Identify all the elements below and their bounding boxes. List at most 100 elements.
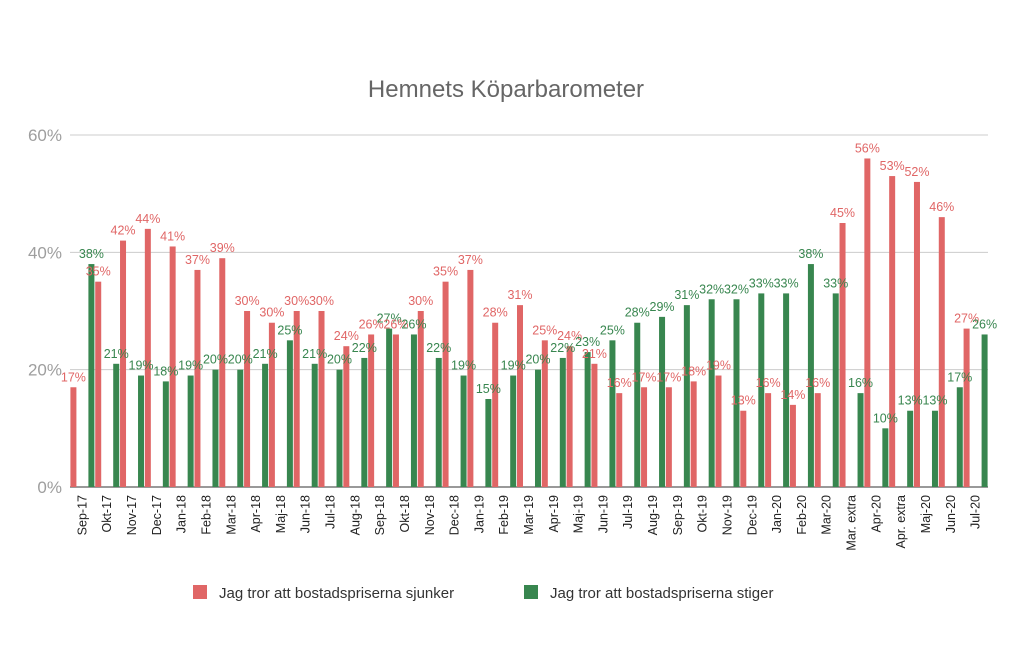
- bar-sjunker: [343, 346, 350, 487]
- data-label: 20%: [228, 353, 253, 367]
- bar-stiger: [113, 363, 120, 487]
- bar-stiger: [435, 357, 442, 487]
- data-label: 32%: [699, 282, 724, 296]
- data-label: 21%: [582, 347, 607, 361]
- data-label: 20%: [327, 353, 352, 367]
- data-label: 53%: [880, 159, 905, 173]
- bar-sjunker: [492, 322, 499, 487]
- bar-sjunker: [938, 217, 945, 487]
- data-label: 30%: [309, 294, 334, 308]
- x-tick-label: Okt-17: [100, 495, 114, 533]
- data-label: 16%: [756, 376, 781, 390]
- data-label: 39%: [210, 241, 235, 255]
- legend-item-sjunker[interactable]: Jag tror att bostadspriserna sjunker: [193, 585, 454, 602]
- x-tick-label: Sep-18: [373, 495, 387, 535]
- data-label: 23%: [575, 335, 600, 349]
- data-label: 27%: [954, 312, 979, 326]
- x-tick-label: Nov-18: [423, 495, 437, 535]
- x-tick-label: Dec-19: [745, 495, 759, 535]
- data-label: 26%: [359, 317, 384, 331]
- bar-stiger: [683, 305, 690, 487]
- bar-sjunker: [169, 246, 176, 487]
- data-label: 19%: [129, 359, 154, 373]
- data-label: 15%: [476, 382, 501, 396]
- data-label: 30%: [259, 306, 284, 320]
- x-tick-label: Mar-20: [820, 495, 834, 535]
- data-label: 22%: [550, 341, 575, 355]
- data-label: 24%: [557, 329, 582, 343]
- bar-sjunker: [70, 387, 77, 487]
- data-label: 17%: [632, 370, 657, 384]
- bar-stiger: [832, 293, 839, 487]
- x-tick-label: Mar. extra: [845, 495, 859, 551]
- x-axis: Sep-17 Okt-17 Nov-17 Dec-17 Jan-18 Feb-18 Mar-…: [75, 495, 982, 551]
- data-label: 13%: [731, 394, 756, 408]
- data-label: 29%: [650, 300, 675, 314]
- x-tick-label: Feb-18: [199, 495, 213, 535]
- legend-item-stiger[interactable]: Jag tror att bostadspriserna stiger: [524, 585, 773, 602]
- bar-stiger: [708, 299, 715, 487]
- bar-stiger: [584, 352, 591, 487]
- data-label: 30%: [408, 294, 433, 308]
- x-tick-label: Jan-18: [175, 495, 189, 533]
- x-tick-label: Jan-19: [472, 495, 486, 533]
- bar-stiger: [783, 293, 790, 487]
- data-label: 31%: [507, 288, 532, 302]
- bar-sjunker: [368, 334, 375, 487]
- y-axis: 0% 20% 40% 60%: [28, 126, 62, 497]
- bar-stiger: [758, 293, 765, 487]
- bar-sjunker: [566, 346, 573, 487]
- bar-stiger: [956, 387, 963, 487]
- bar-stiger: [88, 264, 95, 487]
- bar-sjunker: [963, 328, 970, 487]
- data-label: 18%: [681, 364, 706, 378]
- x-tick-label: Sep-19: [671, 495, 685, 535]
- data-labels: 17% 38% 35% 21% 42% 19% 44% 18% 41% 19% 37% 20% 39% 2…: [61, 141, 997, 425]
- data-label: 16%: [848, 376, 873, 390]
- data-label: 24%: [334, 329, 359, 343]
- data-label: 22%: [426, 341, 451, 355]
- bars: [70, 158, 988, 488]
- y-tick-label: 20%: [28, 361, 62, 380]
- data-label: 21%: [302, 347, 327, 361]
- bar-stiger: [485, 399, 492, 487]
- data-label: 25%: [277, 323, 302, 337]
- bar-stiger: [361, 357, 368, 487]
- bar-stiger: [659, 316, 666, 487]
- bar-sjunker: [715, 375, 722, 487]
- bar-sjunker: [517, 305, 523, 487]
- bar-stiger: [733, 299, 740, 487]
- bar-sjunker: [219, 258, 226, 487]
- x-tick-label: Dec-18: [448, 495, 462, 535]
- data-label: 28%: [625, 306, 650, 320]
- data-label: 38%: [79, 247, 104, 261]
- x-tick-label: Apr-19: [547, 495, 561, 533]
- data-label: 33%: [823, 276, 848, 290]
- x-tick-label: Feb-20: [795, 495, 809, 535]
- x-tick-label: Nov-17: [125, 495, 139, 535]
- legend-swatch-sjunker: [193, 585, 207, 599]
- x-tick-label: Jun-20: [944, 495, 958, 533]
- data-label: 38%: [798, 247, 823, 261]
- data-label: 44%: [135, 212, 160, 226]
- data-label: 21%: [104, 347, 129, 361]
- bar-stiger: [262, 363, 269, 487]
- bar-stiger: [609, 340, 616, 487]
- data-label: 16%: [607, 376, 632, 390]
- data-label: 52%: [904, 165, 929, 179]
- bar-stiger: [634, 322, 641, 487]
- y-tick-label: 60%: [28, 126, 62, 145]
- bar-sjunker: [616, 393, 623, 487]
- bar-sjunker: [690, 381, 697, 487]
- x-tick-label: Jul-18: [324, 495, 338, 529]
- legend-label-sjunker: Jag tror att bostadspriserna sjunker: [219, 585, 454, 602]
- bar-sjunker: [392, 334, 399, 487]
- data-label: 20%: [203, 353, 228, 367]
- bar-stiger: [559, 357, 566, 487]
- bar-stiger: [410, 334, 417, 487]
- data-label: 19%: [501, 359, 526, 373]
- y-tick-label: 40%: [28, 243, 62, 262]
- bar-stiger: [212, 369, 219, 487]
- legend-label-stiger: Jag tror att bostadspriserna stiger: [550, 585, 773, 602]
